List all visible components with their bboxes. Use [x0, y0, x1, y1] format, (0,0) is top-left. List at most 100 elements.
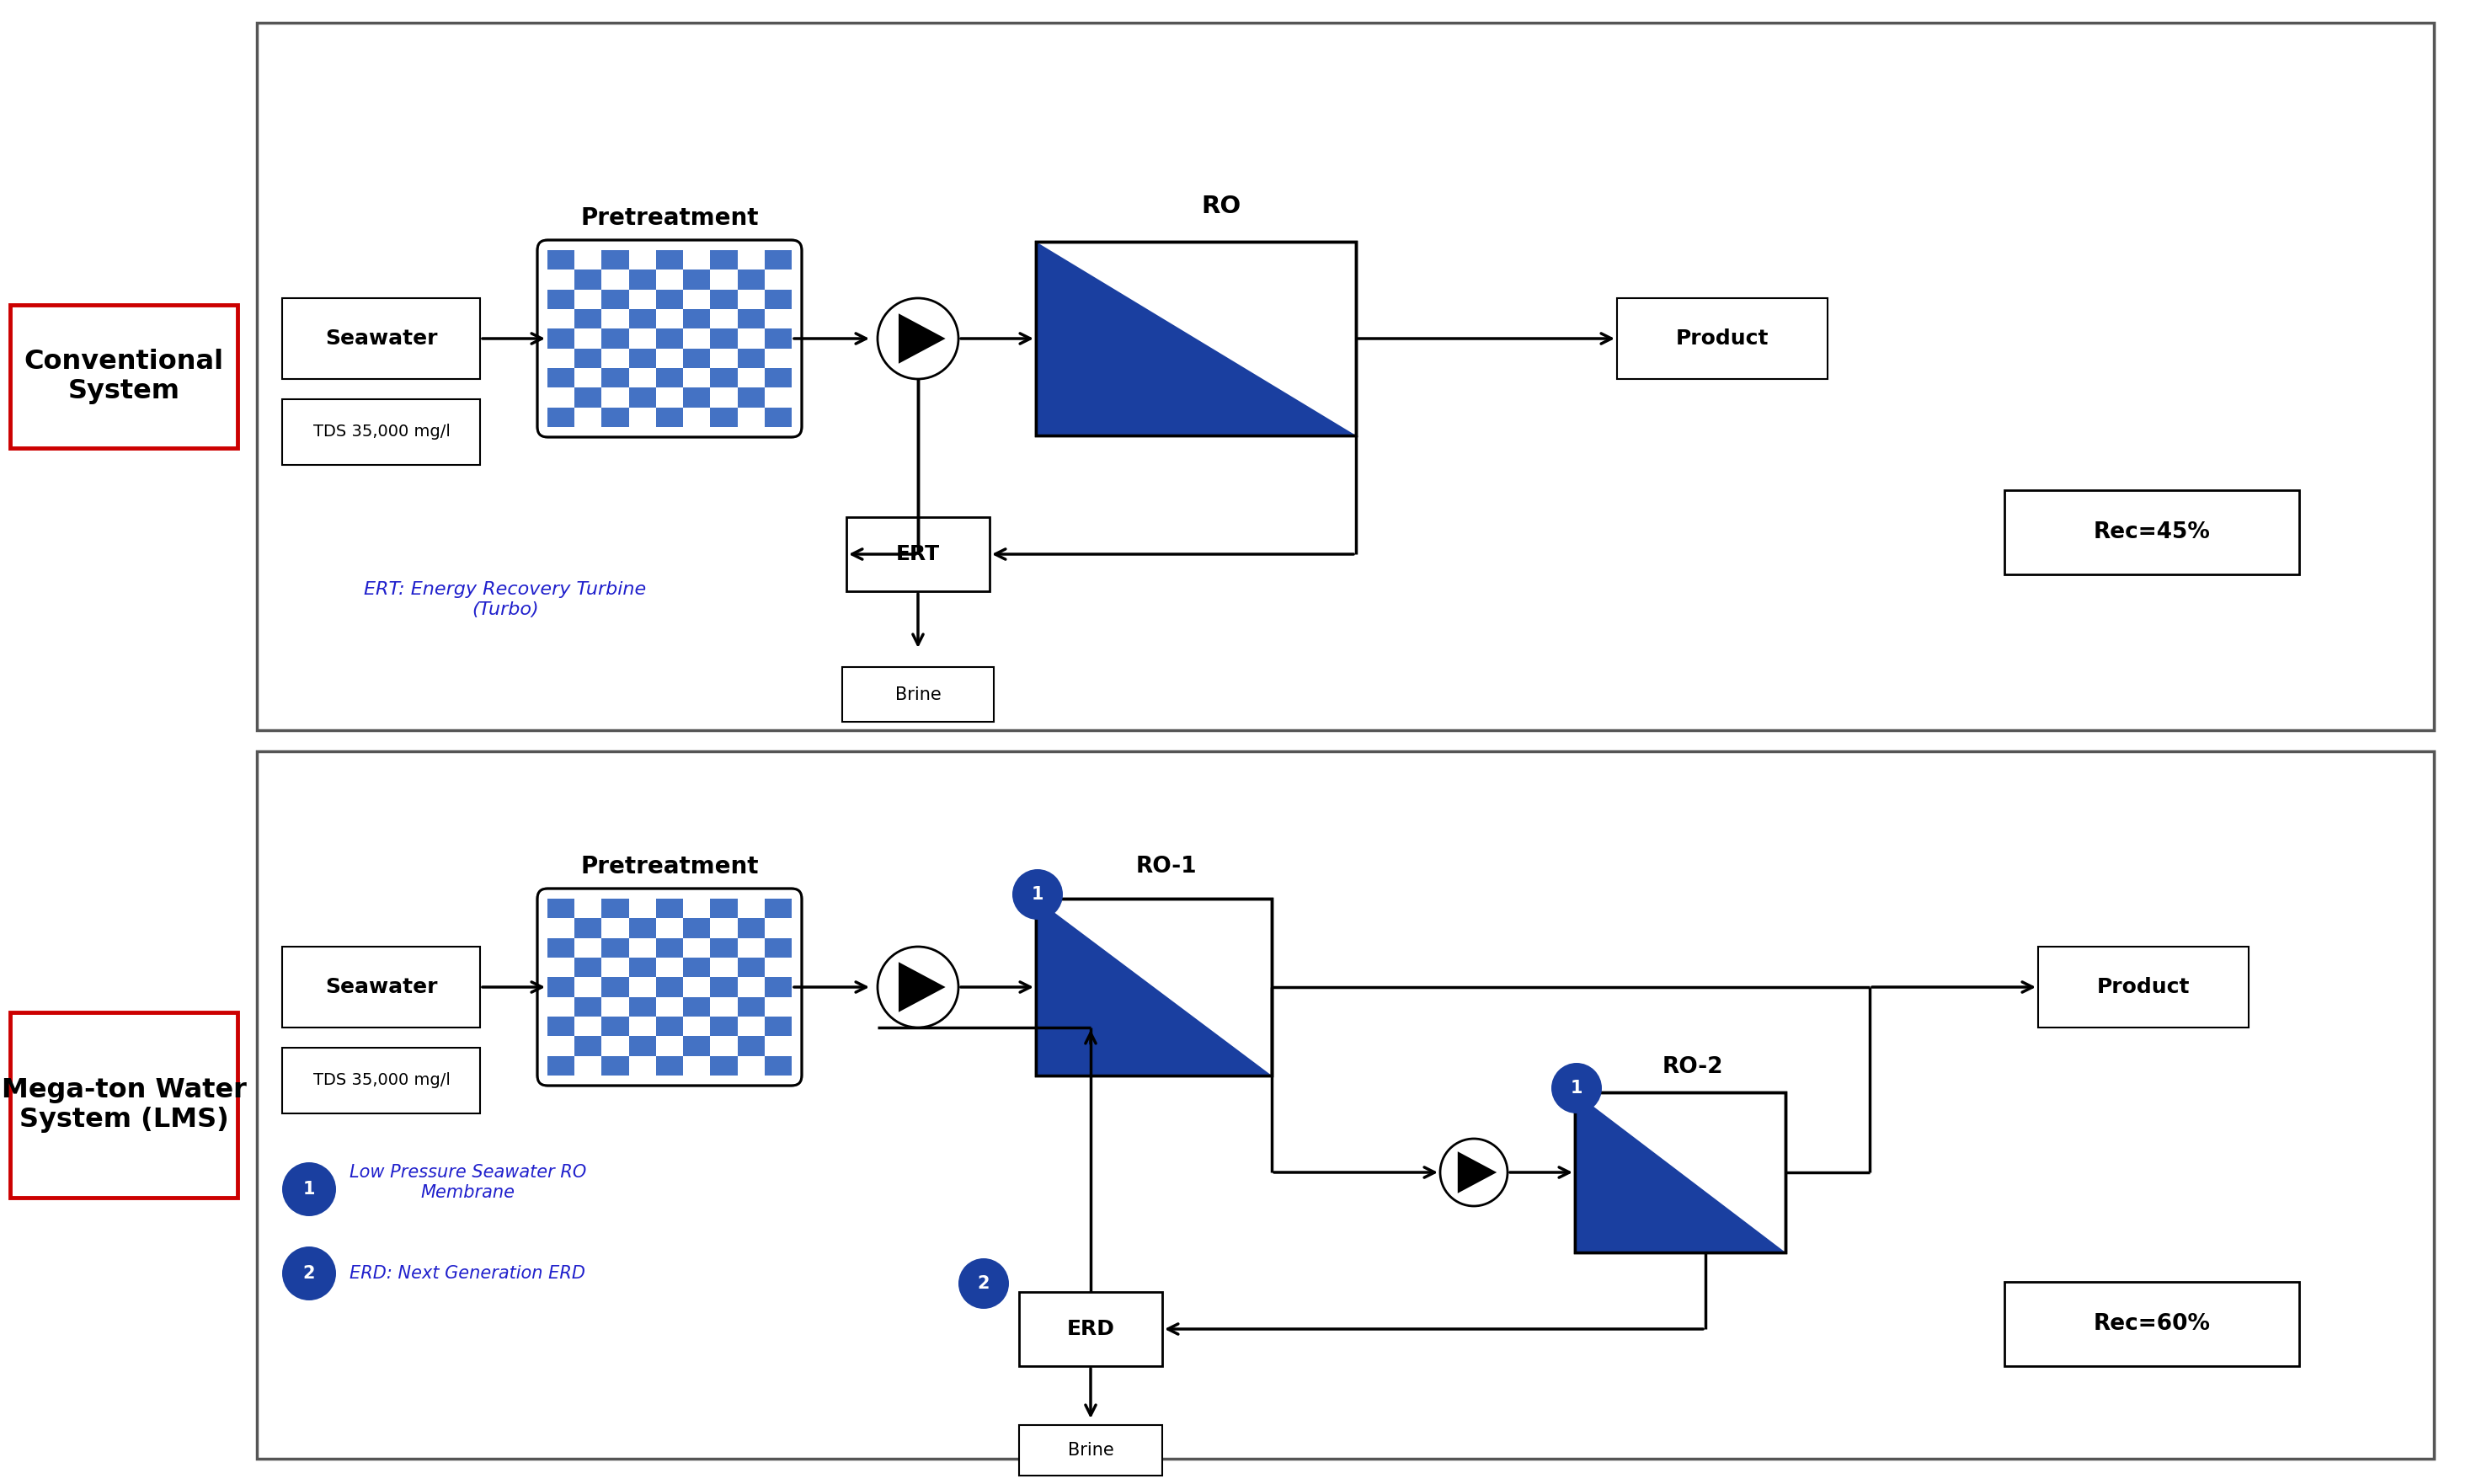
Bar [2004, 1282, 2298, 1367]
Text: RO-1: RO-1 [1137, 856, 1196, 877]
Bar [2039, 947, 2249, 1027]
Text: RO: RO [1201, 194, 1240, 218]
Bar [655, 407, 682, 427]
Bar [576, 270, 603, 289]
Text: Mega-ton Water
System (LMS): Mega-ton Water System (LMS) [2, 1077, 247, 1134]
Bar [549, 251, 576, 270]
Bar [1018, 1293, 1161, 1367]
Polygon shape [899, 962, 946, 1012]
Bar [848, 516, 988, 591]
Text: Rec=45%: Rec=45% [2093, 521, 2209, 543]
Text: 1: 1 [1572, 1080, 1584, 1097]
Bar [576, 309, 603, 329]
Bar [682, 349, 709, 368]
Bar [282, 298, 479, 378]
Bar [603, 1057, 628, 1076]
Circle shape [1552, 1063, 1601, 1113]
Bar [709, 251, 736, 270]
Bar [736, 957, 764, 978]
Bar [603, 899, 628, 919]
Bar [549, 978, 576, 997]
Bar [628, 309, 655, 329]
Bar [576, 919, 603, 938]
Bar [764, 329, 791, 349]
Circle shape [282, 1247, 336, 1300]
Bar [709, 368, 736, 387]
Bar [1035, 899, 1273, 1076]
Bar [576, 349, 603, 368]
Text: Low Pressure Seawater RO
Membrane: Low Pressure Seawater RO Membrane [348, 1165, 586, 1201]
Bar [628, 957, 655, 978]
Bar [10, 1012, 237, 1198]
Bar [603, 407, 628, 427]
Bar [655, 978, 682, 997]
Bar [282, 1048, 479, 1113]
Bar [736, 349, 764, 368]
Bar [709, 289, 736, 309]
Bar [736, 1036, 764, 1057]
Circle shape [1013, 870, 1063, 920]
Text: Seawater: Seawater [326, 976, 437, 997]
Bar [603, 289, 628, 309]
Bar [1035, 242, 1357, 435]
Bar [682, 387, 709, 407]
Bar [736, 997, 764, 1017]
Bar [736, 387, 764, 407]
Circle shape [877, 298, 959, 378]
Text: Brine: Brine [895, 687, 941, 703]
Bar [764, 289, 791, 309]
Circle shape [1441, 1138, 1507, 1206]
Bar [628, 997, 655, 1017]
Text: 1: 1 [304, 1181, 316, 1198]
Bar [736, 919, 764, 938]
Bar [655, 938, 682, 957]
Text: Conventional
System: Conventional System [25, 349, 225, 405]
Bar [709, 329, 736, 349]
FancyBboxPatch shape [536, 889, 801, 1086]
Text: Product: Product [2098, 976, 2189, 997]
Bar [709, 899, 736, 919]
Circle shape [282, 1162, 336, 1217]
Bar [576, 1036, 603, 1057]
Bar [655, 1057, 682, 1076]
Bar [603, 978, 628, 997]
Bar [10, 304, 237, 448]
Bar [257, 751, 2434, 1459]
Text: Pretreatment: Pretreatment [581, 855, 759, 879]
Bar [549, 368, 576, 387]
Bar [655, 289, 682, 309]
Bar [603, 938, 628, 957]
Bar [682, 997, 709, 1017]
Text: 2: 2 [979, 1275, 991, 1293]
Circle shape [959, 1258, 1008, 1309]
Bar [764, 407, 791, 427]
Bar [764, 1057, 791, 1076]
Bar [1035, 242, 1357, 435]
Text: Product: Product [1675, 328, 1769, 349]
Text: 2: 2 [304, 1264, 316, 1282]
Bar [549, 1057, 576, 1076]
Bar [709, 407, 736, 427]
Bar [764, 978, 791, 997]
Bar [576, 957, 603, 978]
Text: ERD: Next Generation ERD: ERD: Next Generation ERD [348, 1264, 586, 1282]
Text: ERD: ERD [1067, 1319, 1114, 1339]
Bar [655, 329, 682, 349]
Bar [655, 251, 682, 270]
Bar [655, 899, 682, 919]
Polygon shape [1458, 1152, 1497, 1193]
Text: ERT: ERT [897, 545, 939, 564]
Bar [764, 251, 791, 270]
Bar [628, 387, 655, 407]
Bar [603, 251, 628, 270]
Bar [736, 309, 764, 329]
Bar [764, 938, 791, 957]
Bar [549, 289, 576, 309]
Bar [682, 919, 709, 938]
Bar [549, 407, 576, 427]
Text: 1: 1 [1030, 886, 1043, 902]
Bar [764, 899, 791, 919]
Bar [655, 368, 682, 387]
Bar [764, 1017, 791, 1036]
Bar [628, 270, 655, 289]
